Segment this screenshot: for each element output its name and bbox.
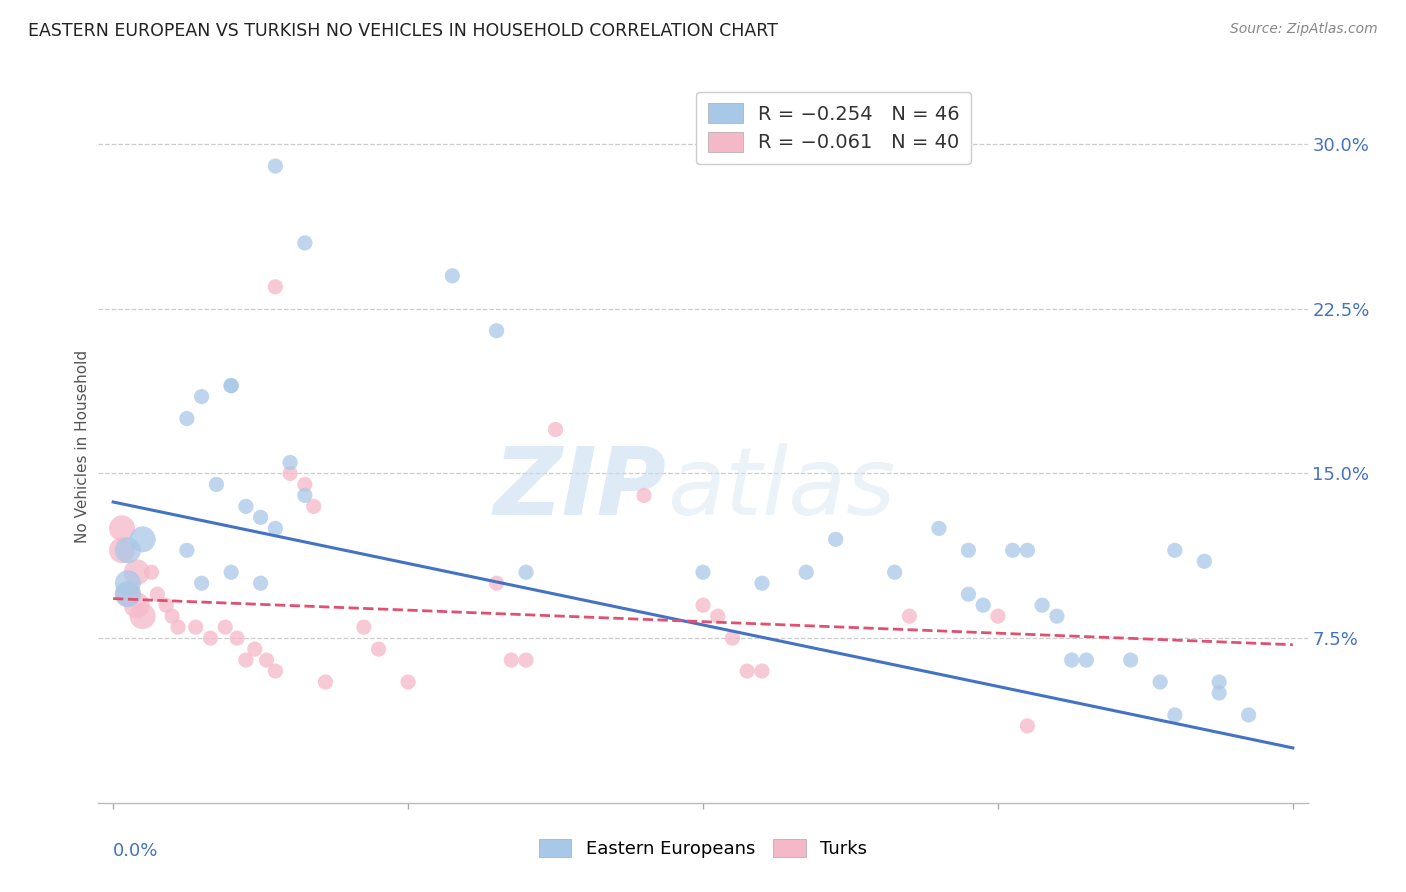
Point bbox=[200, 631, 222, 645]
Point bbox=[515, 653, 537, 667]
Point bbox=[692, 598, 714, 612]
Point bbox=[315, 675, 337, 690]
Point bbox=[117, 543, 139, 558]
Point bbox=[235, 653, 257, 667]
Point bbox=[205, 477, 228, 491]
Point bbox=[302, 500, 325, 514]
Point bbox=[117, 587, 139, 601]
Point bbox=[278, 467, 301, 481]
Point bbox=[1031, 598, 1053, 612]
Point bbox=[219, 378, 242, 392]
Point bbox=[957, 587, 980, 601]
Point bbox=[264, 280, 287, 294]
Point bbox=[957, 543, 980, 558]
Point bbox=[1194, 554, 1216, 568]
Point bbox=[898, 609, 921, 624]
Point bbox=[243, 642, 266, 657]
Point bbox=[219, 566, 242, 580]
Point bbox=[190, 390, 212, 404]
Text: 0.0%: 0.0% bbox=[112, 842, 159, 860]
Point bbox=[111, 521, 134, 535]
Point bbox=[294, 488, 316, 502]
Point bbox=[751, 664, 773, 678]
Point bbox=[256, 653, 278, 667]
Point bbox=[751, 576, 773, 591]
Point bbox=[176, 543, 198, 558]
Point bbox=[441, 268, 464, 283]
Point bbox=[141, 566, 163, 580]
Point bbox=[131, 609, 153, 624]
Point bbox=[1076, 653, 1098, 667]
Point bbox=[160, 609, 183, 624]
Point bbox=[226, 631, 249, 645]
Point bbox=[1237, 708, 1260, 723]
Point bbox=[692, 566, 714, 580]
Point bbox=[294, 477, 316, 491]
Point bbox=[1208, 686, 1230, 700]
Point bbox=[214, 620, 236, 634]
Point bbox=[190, 576, 212, 591]
Point bbox=[249, 576, 271, 591]
Point bbox=[721, 631, 744, 645]
Point bbox=[1017, 719, 1039, 733]
Point bbox=[396, 675, 419, 690]
Point bbox=[883, 566, 905, 580]
Point bbox=[928, 521, 950, 535]
Point bbox=[125, 566, 148, 580]
Point bbox=[125, 598, 148, 612]
Point bbox=[249, 510, 271, 524]
Point bbox=[117, 576, 139, 591]
Point bbox=[367, 642, 389, 657]
Point bbox=[501, 653, 523, 667]
Point bbox=[167, 620, 190, 634]
Point bbox=[264, 521, 287, 535]
Point bbox=[485, 324, 508, 338]
Legend: Eastern Europeans, Turks: Eastern Europeans, Turks bbox=[531, 831, 875, 865]
Point bbox=[117, 587, 139, 601]
Point bbox=[184, 620, 207, 634]
Point bbox=[264, 664, 287, 678]
Point bbox=[735, 664, 758, 678]
Point bbox=[1001, 543, 1024, 558]
Point bbox=[706, 609, 728, 624]
Point bbox=[155, 598, 177, 612]
Point bbox=[544, 423, 567, 437]
Point bbox=[485, 576, 508, 591]
Y-axis label: No Vehicles in Household: No Vehicles in Household bbox=[75, 350, 90, 542]
Point bbox=[1164, 543, 1187, 558]
Point bbox=[515, 566, 537, 580]
Point bbox=[1017, 543, 1039, 558]
Point bbox=[131, 533, 153, 547]
Point bbox=[1208, 675, 1230, 690]
Point bbox=[294, 235, 316, 250]
Point bbox=[278, 455, 301, 469]
Text: atlas: atlas bbox=[666, 443, 896, 534]
Text: ZIP: ZIP bbox=[494, 442, 666, 535]
Point bbox=[824, 533, 846, 547]
Point bbox=[176, 411, 198, 425]
Text: Source: ZipAtlas.com: Source: ZipAtlas.com bbox=[1230, 22, 1378, 37]
Point bbox=[111, 543, 134, 558]
Point bbox=[794, 566, 817, 580]
Point bbox=[1046, 609, 1069, 624]
Point bbox=[235, 500, 257, 514]
Point bbox=[1119, 653, 1142, 667]
Point bbox=[353, 620, 375, 634]
Point bbox=[1060, 653, 1083, 667]
Point bbox=[987, 609, 1010, 624]
Point bbox=[264, 159, 287, 173]
Point bbox=[972, 598, 994, 612]
Text: EASTERN EUROPEAN VS TURKISH NO VEHICLES IN HOUSEHOLD CORRELATION CHART: EASTERN EUROPEAN VS TURKISH NO VEHICLES … bbox=[28, 22, 778, 40]
Point bbox=[146, 587, 169, 601]
Point bbox=[219, 378, 242, 392]
Point bbox=[633, 488, 655, 502]
Point bbox=[1164, 708, 1187, 723]
Point bbox=[1149, 675, 1171, 690]
